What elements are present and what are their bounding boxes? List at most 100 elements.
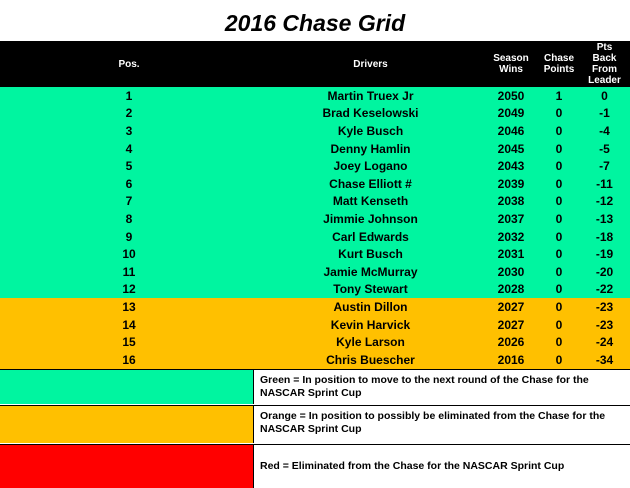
position-cell: 2 xyxy=(125,106,133,121)
table-row: 9 Carl Edwards 2032 0 -18 xyxy=(0,227,630,246)
position-cell: 5 xyxy=(125,159,133,174)
table-row: 4 Denny Hamlin 2045 0 -5 xyxy=(0,139,630,158)
table-row: 2 Brad Keselowski 2049 0 -1 xyxy=(0,104,630,123)
legend-green: Green = In position to move to the next … xyxy=(0,369,630,404)
season-wins-cell: 2030 xyxy=(497,264,525,279)
position-cell: 16 xyxy=(122,352,136,367)
position-cell: 3 xyxy=(125,123,133,138)
position-cell: 10 xyxy=(122,247,136,262)
table-row: 6 Chase Elliott # 2039 0 -11 xyxy=(0,174,630,193)
header-chase-points: Chase Points xyxy=(539,53,579,75)
driver-cell: Austin Dillon xyxy=(333,299,408,314)
chase-points-cell: 0 xyxy=(555,247,563,262)
pts-back-cell: -23 xyxy=(595,317,614,332)
chase-points-cell: 0 xyxy=(555,123,563,138)
chase-points-cell: 0 xyxy=(555,264,563,279)
table-row: 12 Tony Stewart 2028 0 -22 xyxy=(0,280,630,299)
header-chase-points-line: Points xyxy=(543,64,575,75)
table-body: 1 Martin Truex Jr 2050 1 0 2 Brad Keselowski 20… xyxy=(0,87,630,369)
driver-cell: Chris Buescher xyxy=(326,352,415,367)
season-wins-cell: 2032 xyxy=(497,229,525,244)
season-wins-cell: 2031 xyxy=(497,247,525,262)
table-row: 7 Matt Kenseth 2038 0 -12 xyxy=(0,192,630,211)
season-wins-cell: 2037 xyxy=(497,211,525,226)
position-cell: 13 xyxy=(122,299,136,314)
position-cell: 4 xyxy=(125,141,133,156)
header-pts-back: Pts Back From Leader xyxy=(579,42,630,86)
pts-back-cell: -34 xyxy=(595,352,614,367)
position-cell: 7 xyxy=(125,194,133,209)
legend-red: Red = Eliminated from the Chase for the … xyxy=(0,444,630,488)
driver-cell: Matt Kenseth xyxy=(332,194,409,209)
position-cell: 8 xyxy=(125,211,133,226)
table-row: 3 Kyle Busch 2046 0 -4 xyxy=(0,122,630,140)
pts-back-cell: -20 xyxy=(595,264,614,279)
header-pts-back-line: Back xyxy=(592,53,617,64)
driver-cell: Kevin Harvick xyxy=(330,317,411,332)
header-pos: Pos. xyxy=(118,58,140,70)
pts-back-cell: -19 xyxy=(595,247,614,262)
season-wins-cell: 2043 xyxy=(497,159,525,174)
chase-points-cell: 0 xyxy=(555,299,563,314)
pts-back-cell: -7 xyxy=(599,159,610,174)
driver-cell: Kyle Larson xyxy=(336,335,405,350)
position-cell: 1 xyxy=(125,88,133,103)
season-wins-cell: 2039 xyxy=(497,176,525,191)
position-cell: 14 xyxy=(122,317,136,332)
legend-orange: Orange = In position to possibly be elim… xyxy=(0,405,630,443)
table-row: 13 Austin Dillon 2027 0 -23 xyxy=(0,298,630,316)
pts-back-cell: -13 xyxy=(595,211,614,226)
table-row: 8 Jimmie Johnson 2037 0 -13 xyxy=(0,210,630,228)
table-header: Pos. Drivers Season Wins Chase Points Pt… xyxy=(0,41,630,87)
table-row: 14 Kevin Harvick 2027 0 -23 xyxy=(0,315,630,334)
pts-back-cell: -24 xyxy=(595,335,614,350)
chase-points-cell: 0 xyxy=(555,352,563,367)
chase-points-cell: 0 xyxy=(555,141,563,156)
header-season-wins: Season Wins xyxy=(483,53,539,75)
chase-grid-table: Pos. Drivers Season Wins Chase Points Pt… xyxy=(0,41,630,369)
season-wins-cell: 2028 xyxy=(497,282,525,297)
table-row: 16 Chris Buescher 2016 0 -34 xyxy=(0,350,630,369)
legend-orange-swatch xyxy=(0,406,254,443)
chase-points-cell: 0 xyxy=(555,317,563,332)
header-season-wins-line: Season xyxy=(493,53,529,64)
header-chase-points-line: Chase xyxy=(543,53,574,64)
header-drivers: Drivers xyxy=(353,58,388,70)
position-cell: 12 xyxy=(122,282,136,297)
table-row: 10 Kurt Busch 2031 0 -19 xyxy=(0,245,630,263)
page-title: 2016 Chase Grid xyxy=(224,10,406,36)
driver-cell: Brad Keselowski xyxy=(322,106,419,121)
season-wins-cell: 2046 xyxy=(497,123,525,138)
chase-points-cell: 0 xyxy=(555,335,563,350)
position-cell: 11 xyxy=(122,264,136,279)
driver-cell: Joey Logano xyxy=(333,159,408,174)
chase-points-cell: 0 xyxy=(555,176,563,191)
position-cell: 6 xyxy=(125,176,133,191)
table-row: 15 Kyle Larson 2026 0 -24 xyxy=(0,333,630,351)
pts-back-cell: -4 xyxy=(599,123,610,138)
chase-points-cell: 0 xyxy=(555,194,563,209)
season-wins-cell: 2026 xyxy=(497,335,525,350)
table-row: 1 Martin Truex Jr 2050 1 0 xyxy=(0,87,630,105)
pts-back-cell: -12 xyxy=(595,194,614,209)
table-row: 11 Jamie McMurray 2030 0 -20 xyxy=(0,262,630,281)
season-wins-cell: 2050 xyxy=(497,88,525,103)
pts-back-cell: -22 xyxy=(595,282,614,297)
season-wins-cell: 2027 xyxy=(497,299,525,314)
header-pts-back-line: From xyxy=(592,64,617,75)
header-season-wins-line: Wins xyxy=(499,64,523,75)
position-cell: 15 xyxy=(122,335,136,350)
pts-back-cell: -11 xyxy=(596,176,613,191)
driver-cell: Jimmie Johnson xyxy=(323,211,418,226)
season-wins-cell: 2027 xyxy=(497,317,525,332)
table-row: 5 Joey Logano 2043 0 -7 xyxy=(0,157,630,175)
header-pts-back-line: Leader xyxy=(588,75,621,86)
pts-back-cell: -18 xyxy=(595,229,614,244)
position-cell: 9 xyxy=(125,229,133,244)
season-wins-cell: 2016 xyxy=(497,352,525,367)
chase-points-cell: 0 xyxy=(555,229,563,244)
driver-cell: Kyle Busch xyxy=(337,123,404,138)
chase-points-cell: 0 xyxy=(555,282,563,297)
header-pts-back-line: Pts xyxy=(596,42,613,53)
season-wins-cell: 2045 xyxy=(497,141,525,156)
